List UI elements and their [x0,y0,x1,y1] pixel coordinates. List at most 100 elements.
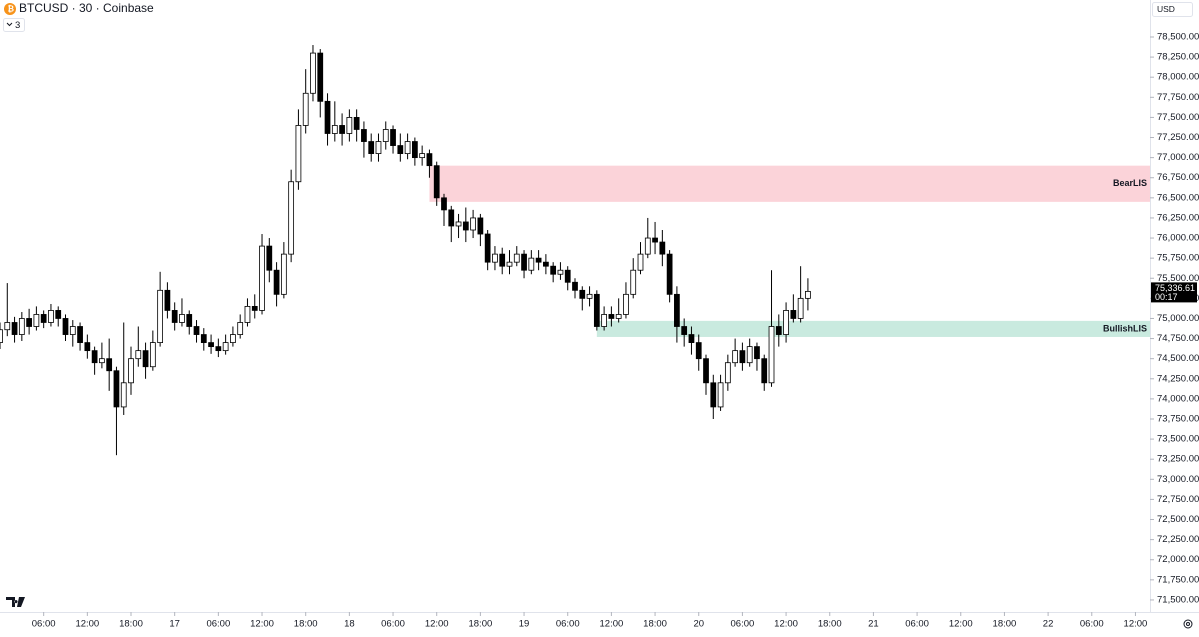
candle-body [193,326,200,335]
candle-body [200,334,207,343]
x-tick-label: 22 [1043,619,1054,630]
currency: USD [1157,4,1175,14]
candle-body [688,334,695,343]
candle-body [120,382,127,408]
settings-icon[interactable] [1183,619,1193,629]
candle-body [717,382,724,408]
y-tick-label: 75,750.00 [1157,253,1199,264]
y-tick-label: 77,000.00 [1157,152,1199,163]
candle-body [11,322,18,335]
x-tick-label: 18 [344,619,355,630]
bitcoin-glyph: ₿ [8,5,15,14]
x-tick-label: 06:00 [731,619,755,630]
candle-body [135,350,142,360]
candle-body [259,245,265,311]
x-tick-label: 06:00 [556,619,580,630]
candle-body [4,322,11,331]
zone [596,320,1150,337]
x-tick-label: 12:00 [75,619,99,630]
y-tick-label: 72,250.00 [1157,534,1199,545]
x-tick-label: 12:00 [600,619,624,630]
x-tick-label: 21 [868,619,879,630]
candle-body [499,253,506,267]
x-tick-label: 12:00 [774,619,798,630]
x-tick-label: 18:00 [993,619,1017,630]
y-tick-label: 77,750.00 [1157,92,1199,103]
candle-body [703,358,709,384]
candle-body [149,342,156,368]
candle-body [77,326,83,343]
candle-body [724,362,731,384]
zone-label: BullishLIS [1103,323,1147,333]
candle-body [448,209,455,227]
candle-body [790,310,797,319]
candle-body [375,141,382,155]
candle-body [601,314,607,327]
y-tick-label: 72,750.00 [1157,494,1199,505]
candle-body [295,125,302,183]
candle-body [652,237,658,243]
x-tick-label: 06:00 [32,619,56,630]
candle-body [593,293,600,327]
y-tick-label: 78,000.00 [1157,72,1199,83]
currency-button[interactable] [1152,2,1193,17]
candle-body [506,261,513,267]
x-tick-label: 12:00 [949,619,973,630]
header: ₿ BTCUSD · 30 · Coinbase 3 USD [3,1,1193,32]
candle-body [484,233,491,263]
x-tick-label: 12:00 [425,619,449,630]
gear[interactable] [1183,619,1193,629]
indicator-count: 3 [15,20,20,31]
candle-body [390,129,396,146]
y-tick-label: 74,500.00 [1157,353,1199,364]
candle-body [0,329,3,343]
candle-body [761,358,768,384]
candle-body [317,52,324,102]
candle-body [797,297,804,319]
x-tick-label: 06:00 [206,619,230,630]
candle-body [513,253,520,263]
y-tick-label: 76,500.00 [1157,192,1199,203]
y-tick-label: 76,750.00 [1157,172,1199,183]
candle-body [179,314,185,323]
candle-body [361,129,367,142]
candle-body [492,253,498,263]
candle-body [142,350,149,368]
candle-body [674,293,680,327]
candle-body [230,334,236,343]
candle-body [521,253,527,271]
candle-body [62,318,69,335]
candle-body [113,370,120,408]
y-tick-label: 74,250.00 [1157,373,1199,384]
y-tick-label: 71,750.00 [1157,574,1199,585]
candle-body [128,358,134,384]
candle-body [768,326,775,384]
x-tick-label: 12:00 [1124,619,1148,630]
y-tick-label: 77,250.00 [1157,132,1199,143]
zone [429,165,1150,202]
candle-body [623,293,629,315]
candle-body [586,293,593,299]
countdown: 00:17 [1155,292,1178,302]
candle-body [222,342,229,352]
candle-body [26,318,32,327]
candle-body [477,217,484,235]
y-tick-label: 73,250.00 [1157,454,1199,465]
candle-body [579,289,586,299]
candle-body [695,342,702,360]
candle-body [99,358,105,364]
candle-body [331,125,338,134]
x-tick-label: 18:00 [643,619,667,630]
candle-body [710,382,717,408]
candle-body [419,153,426,159]
x-tick-label: 06:00 [1080,619,1104,630]
candle-body [40,314,47,323]
y-tick-label: 73,000.00 [1157,474,1199,485]
indicator-toggle[interactable] [3,18,25,32]
candle-body [608,314,615,319]
y-tick-label: 74,750.00 [1157,333,1199,344]
candle-body [69,326,76,335]
candle-body [666,253,673,295]
y-tick-label: 71,500.00 [1157,594,1199,605]
x-tick-label: 20 [693,619,704,630]
